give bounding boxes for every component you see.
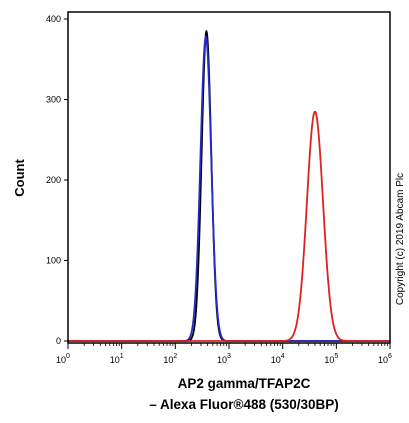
series-line-1 (67, 30, 391, 342)
y-tick-label: 100 (46, 256, 61, 266)
x-tick-label: 104 (271, 353, 285, 365)
x-tick-label: 102 (163, 353, 177, 365)
x-axis-label-line1: AP2 gamma/TFAP2C (178, 376, 311, 391)
x-tick-label: 103 (217, 353, 231, 365)
series-line-2 (67, 35, 391, 342)
y-tick-label: 300 (46, 95, 61, 105)
x-tick-label: 101 (110, 353, 124, 365)
x-axis-ticks: 100 101 102 103 104 105 106 (56, 343, 392, 365)
x-tick-label: 106 (378, 353, 392, 365)
x-tick-label: 100 (56, 353, 70, 365)
y-tick-label: 400 (46, 14, 61, 24)
copyright-notice: Copyright (c) 2019 Abcam Plc (395, 173, 406, 305)
x-tick-label: 105 (324, 353, 338, 365)
y-tick-label: 0 (56, 336, 61, 346)
y-tick-label: 200 (46, 175, 61, 185)
series-layer (67, 30, 391, 342)
y-axis-label: Count (12, 159, 27, 197)
plot-frame (67, 11, 391, 344)
x-axis-label-line2: – Alexa Fluor®488 (530/30BP) (149, 397, 339, 412)
y-axis-ticks: 0 100 200 300 400 (46, 14, 68, 346)
series-line-3 (67, 110, 391, 342)
